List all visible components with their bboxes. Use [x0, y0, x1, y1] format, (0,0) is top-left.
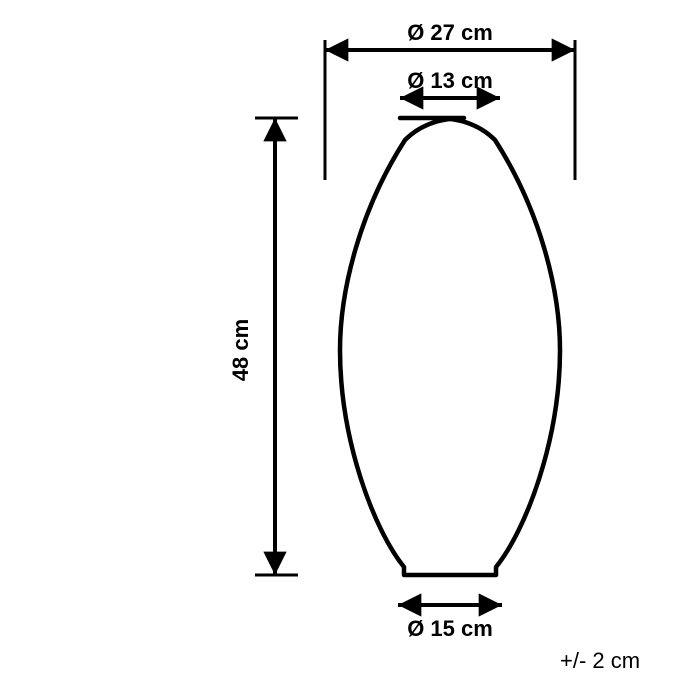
dimension-diagram: 48 cm Ø 27 cm Ø 13 cm Ø 15 cm +/- 2 cm: [0, 0, 700, 700]
vase-outline: [340, 118, 560, 575]
mouth-dia-label: Ø 13 cm: [407, 68, 493, 93]
outer-dia-label: Ø 27 cm: [407, 20, 493, 45]
tolerance-note: +/- 2 cm: [560, 648, 640, 673]
drawing-group: 48 cm Ø 27 cm Ø 13 cm Ø 15 cm: [228, 20, 575, 641]
base-dia-label: Ø 15 cm: [407, 616, 493, 641]
height-label: 48 cm: [228, 319, 253, 381]
